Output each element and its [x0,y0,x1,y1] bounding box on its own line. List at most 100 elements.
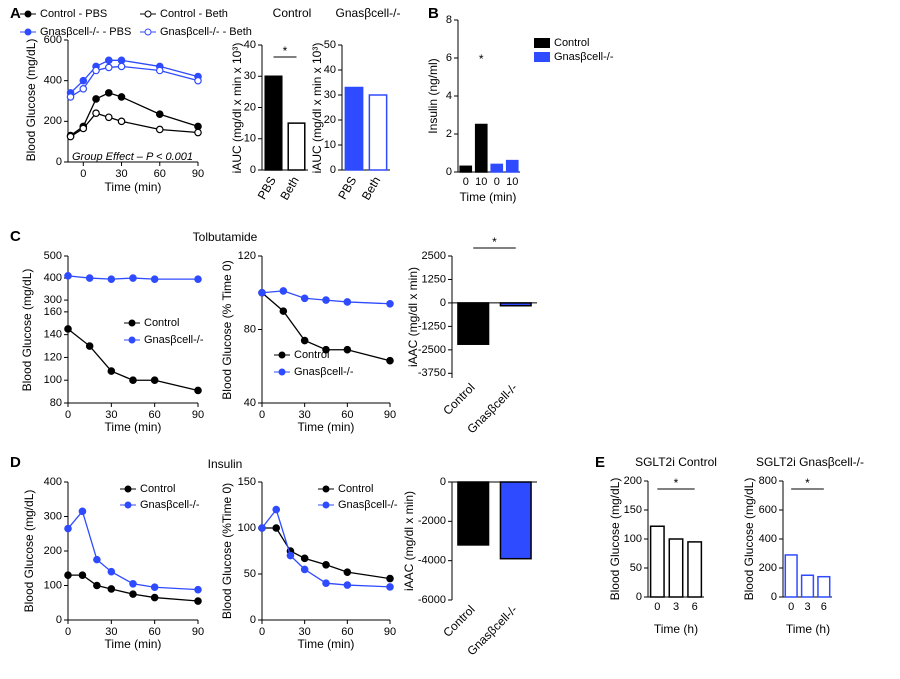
bar [457,302,490,345]
chart-title: Gnasβcell-/- [336,6,401,20]
annotation: * [805,476,810,490]
data-point [85,274,94,282]
y-tick-label: 0 [250,614,256,626]
data-point [129,376,137,385]
data-point [258,288,266,297]
data-point [104,89,113,97]
y-axis-label: Blood Glucose (%Time 0) [220,483,234,619]
y-tick-label: 40 [244,397,256,409]
y-tick-label: 0 [771,591,777,603]
legend-marker [144,28,152,36]
y-tick-label: 20 [244,101,256,113]
x-tick-label: 30 [105,409,117,421]
y-tick-label: 20 [324,114,336,126]
bar [505,159,519,173]
legend-label: Control - Beth [160,8,228,20]
data-point [155,125,164,134]
y-axis-label: iAUC (mg/dl x min x 10³) [230,43,244,174]
y-tick-label: 40 [244,39,256,51]
data-point [272,505,281,514]
legend-marker [322,501,330,509]
y-tick-label: 1250 [422,273,446,285]
x-tick-label: Beth [359,174,383,202]
y-tick-label: 200 [624,475,642,487]
data-point [64,272,72,280]
legend-label: Gnasβcell-/- - PBS [40,26,131,38]
x-tick-label: 10 [506,176,518,188]
data-point [194,122,202,131]
y-tick-label: 0 [440,297,446,309]
y-tick-label: 400 [44,476,62,488]
data-point [279,287,288,295]
x-axis-label: Time (min) [298,420,355,434]
y-tick-label: 10 [324,139,336,151]
legend-swatch [534,38,550,48]
data-point [150,593,159,602]
x-tick-label: 90 [384,626,396,638]
x-tick-label: 60 [341,409,353,421]
y-axis-label: iAUC (mg/dl x min x 10³) [310,43,324,174]
legend-label: Control [294,349,329,361]
y-axis-label: iAAC (mg/dl x min) [406,267,420,367]
y-tick-label: 30 [324,89,336,101]
y-tick-label: 200 [759,562,777,574]
x-tick-label: 0 [80,168,86,180]
data-point [104,63,113,72]
data-point [104,56,113,65]
data-point [92,95,100,103]
annotation: * [479,52,484,66]
annotation: * [492,235,497,249]
chart-title: SGLT2i Control [635,455,717,469]
chart-title: Control [273,6,312,20]
data-point [93,555,101,564]
x-tick-label: 90 [192,409,204,421]
x-axis-label: Time (min) [298,637,355,651]
annotation: Group Effect – P < 0.001 [72,151,193,163]
data-point [66,93,75,101]
x-tick-label: 0 [463,176,469,188]
y-tick-label: 200 [44,545,62,557]
y-tick-label: 140 [44,329,62,341]
data-point [272,524,281,532]
data-point [117,93,126,101]
panel-label: B [428,5,439,22]
y-tick-label: 160 [44,306,62,318]
x-tick-label: 0 [788,601,794,613]
bar [784,554,798,598]
y-tick-label: 0 [56,614,62,626]
legend-marker [128,336,136,344]
data-point [117,56,126,65]
y-axis-label: Blood Glucose (mg/dL) [22,490,36,613]
data-point [117,62,126,71]
data-point [343,581,352,589]
annotation: * [674,476,679,490]
x-tick-label: 30 [299,409,311,421]
y-axis-label: Blood Glucose (% Time 0) [220,260,234,399]
y-tick-label: 100 [44,579,62,591]
y-tick-label: 600 [44,34,62,46]
x-tick-label: 90 [192,168,204,180]
legend-label: Control [554,37,589,49]
data-point [300,565,309,574]
x-tick-label: PBS [255,174,279,202]
legend-label: Control - PBS [40,8,107,20]
x-tick-label: 60 [149,626,161,638]
bar [459,165,473,173]
y-tick-label: 120 [238,250,256,262]
x-axis-label: Time (min) [105,180,162,194]
legend-marker [24,28,32,36]
bar [368,94,388,171]
x-tick-label: 30 [299,626,311,638]
data-point [386,356,394,365]
bar [490,163,504,173]
y-tick-label: 80 [244,323,256,335]
bar [287,122,306,171]
data-point [300,554,309,563]
data-point [322,296,330,304]
chart-title: SGLT2i Gnasβcell-/- [756,455,864,469]
legend-label: Gnasβcell-/- - Beth [160,26,252,38]
x-tick-label: Beth [277,174,301,202]
data-point [107,367,116,375]
x-tick-label: 6 [821,601,827,613]
